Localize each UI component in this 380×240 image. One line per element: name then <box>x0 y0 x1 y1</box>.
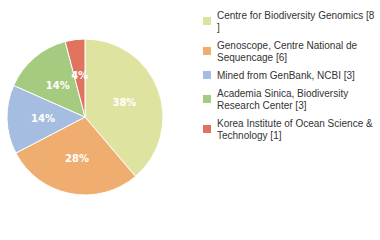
svg-text:Genoscope, Centre National de: Genoscope, Centre National de <box>217 40 360 51</box>
svg-text:38%: 38% <box>112 97 136 108</box>
svg-text:Academia Sinica, Biodiversity: Academia Sinica, Biodiversity <box>217 88 351 99</box>
svg-text:Centre for Biodiversity Genomi: Centre for Biodiversity Genomics [8 <box>217 10 375 21</box>
svg-text:]: ] <box>217 22 220 33</box>
svg-text:Research Center [3]: Research Center [3] <box>217 100 307 111</box>
svg-text:14%: 14% <box>31 113 55 124</box>
svg-text:4%: 4% <box>71 70 88 81</box>
svg-text:28%: 28% <box>65 153 89 164</box>
svg-text:Sequencage [6]: Sequencage [6] <box>217 52 287 63</box>
svg-text:Technology [1]: Technology [1] <box>217 130 282 141</box>
svg-text:Mined from GenBank, NCBI [3]: Mined from GenBank, NCBI [3] <box>217 70 355 81</box>
svg-text:Korea Institute of Ocean Scien: Korea Institute of Ocean Science & <box>217 118 375 129</box>
svg-text:14%: 14% <box>46 80 70 91</box>
